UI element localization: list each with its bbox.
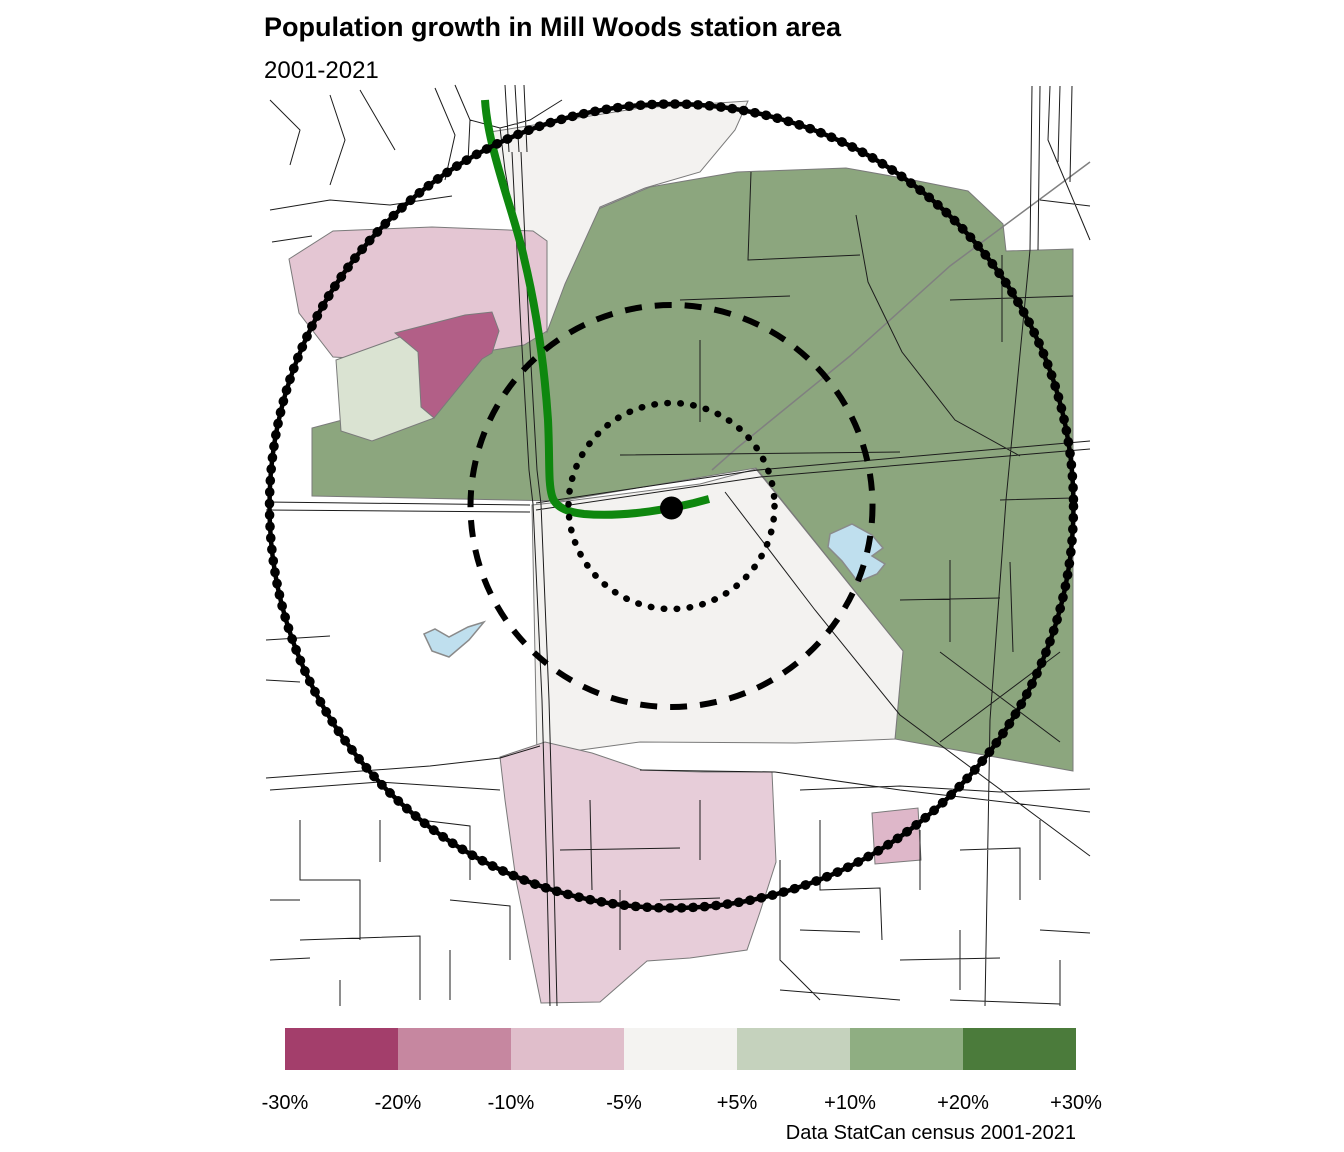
legend-tick-label: -5% <box>606 1092 642 1114</box>
legend-swatch <box>624 1028 737 1070</box>
station-marker <box>660 496 683 520</box>
legend-swatch <box>963 1028 1076 1070</box>
legend-tick-label: -10% <box>487 1092 535 1114</box>
secondary-road-lines <box>711 161 1091 471</box>
legend-tick-label: -20% <box>374 1092 422 1114</box>
region-central-flat <box>531 468 904 757</box>
road-network-lines <box>265 84 1091 1007</box>
legend-swatch <box>511 1028 624 1070</box>
legend-tick-label: -30% <box>261 1092 309 1114</box>
region-south-decline <box>499 741 777 1004</box>
legend-tick-label: +30% <box>1050 1092 1102 1114</box>
legend-swatch <box>398 1028 511 1070</box>
legend-colorbar <box>285 1028 1076 1070</box>
legend-tick-label: +20% <box>937 1092 989 1114</box>
radius-ring-middle-dashed <box>467 302 876 710</box>
legend-tick-label: +5% <box>716 1092 758 1114</box>
lrt-line <box>481 99 711 519</box>
legend-swatch <box>285 1028 398 1070</box>
radius-ring-outer-beads <box>264 99 1079 913</box>
legend-swatch <box>737 1028 850 1070</box>
legend-tick-labels: -30% -20% -10% -5% +5% +10% +20% +30% <box>262 1092 1102 1118</box>
legend-swatch <box>850 1028 963 1070</box>
legend-tick-label: +10% <box>824 1092 876 1114</box>
source-caption: Data StatCan census 2001-2021 <box>785 1122 1076 1144</box>
lake-west <box>422 620 487 658</box>
page-subtitle: 2001-2021 <box>264 57 379 84</box>
radius-ring-inner-dotted <box>565 399 778 613</box>
page-title: Population growth in Mill Woods station … <box>264 12 842 42</box>
region-west-mild-growth <box>335 336 435 442</box>
